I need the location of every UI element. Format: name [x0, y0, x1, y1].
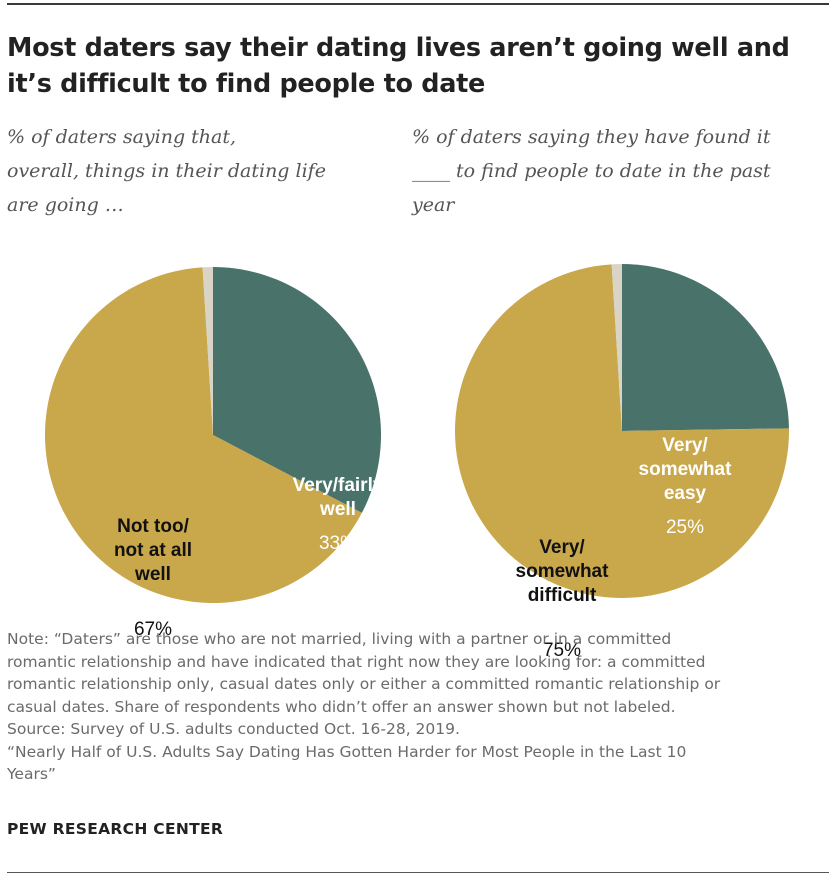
finding-dates-slice-very-somewhat-easy: [622, 264, 789, 431]
top-rule: [7, 3, 829, 5]
dating-life-slice-label-not-too-not-at-all-well: well: [134, 564, 171, 585]
right-pie-subtitle: % of daters saying they have found it __…: [412, 126, 771, 216]
finding-dates-slice-no-answer: [611, 264, 622, 431]
bottom-rule: [7, 872, 829, 873]
finding-dates-slice-very-somewhat-difficult: [455, 264, 789, 598]
dating-life-slice-value-very-fairly-well: 33%: [319, 533, 357, 554]
finding-dates-slice-label-very-somewhat-difficult: difficult: [528, 585, 597, 606]
dating-life-slice-not-too-not-at-all-well: [45, 267, 362, 603]
dating-life-slice-very-fairly-well: [213, 267, 382, 513]
dating-life-pie-chart: Very/fairly well 33% Not too/not at all well…: [45, 267, 384, 640]
source-organization: PEW RESEARCH CENTER: [7, 820, 224, 838]
finding-dates-slice-value-very-somewhat-easy: 25%: [666, 517, 704, 538]
dating-life-slice-no-answer: [202, 267, 213, 435]
finding-dates-slice-label-very-somewhat-difficult: Very/: [539, 537, 585, 558]
finding-dates-slice-label-very-somewhat-easy: Very/: [662, 435, 708, 456]
finding-dates-slice-value-very-somewhat-difficult: 75%: [543, 640, 581, 661]
dating-life-slice-label-not-too-not-at-all-well: Not too/: [117, 516, 189, 537]
finding-dates-slice-label-very-somewhat-difficult: somewhat: [516, 561, 610, 582]
dating-life-slice-label-very-fairly-well: Very/fairly: [293, 475, 384, 496]
finding-dates-slice-label-very-somewhat-easy: easy: [664, 483, 707, 504]
chart-notes: Note: “Daters” are those who are not mar…: [7, 630, 721, 783]
left-pie-subtitle: % of daters saying that, overall, things…: [7, 126, 326, 216]
dating-life-slice-value-not-too-not-at-all-well: 67%: [134, 619, 172, 640]
chart-title: Most daters say their dating lives aren’…: [7, 33, 790, 99]
finding-dates-pie-chart: Very/somewhat easy 25% Very/somewhat difficu…: [455, 264, 789, 661]
dating-life-slice-label-not-too-not-at-all-well: not at all: [114, 540, 192, 561]
finding-dates-slice-label-very-somewhat-easy: somewhat: [639, 459, 733, 480]
dating-life-slice-label-very-fairly-well: well: [319, 499, 356, 520]
